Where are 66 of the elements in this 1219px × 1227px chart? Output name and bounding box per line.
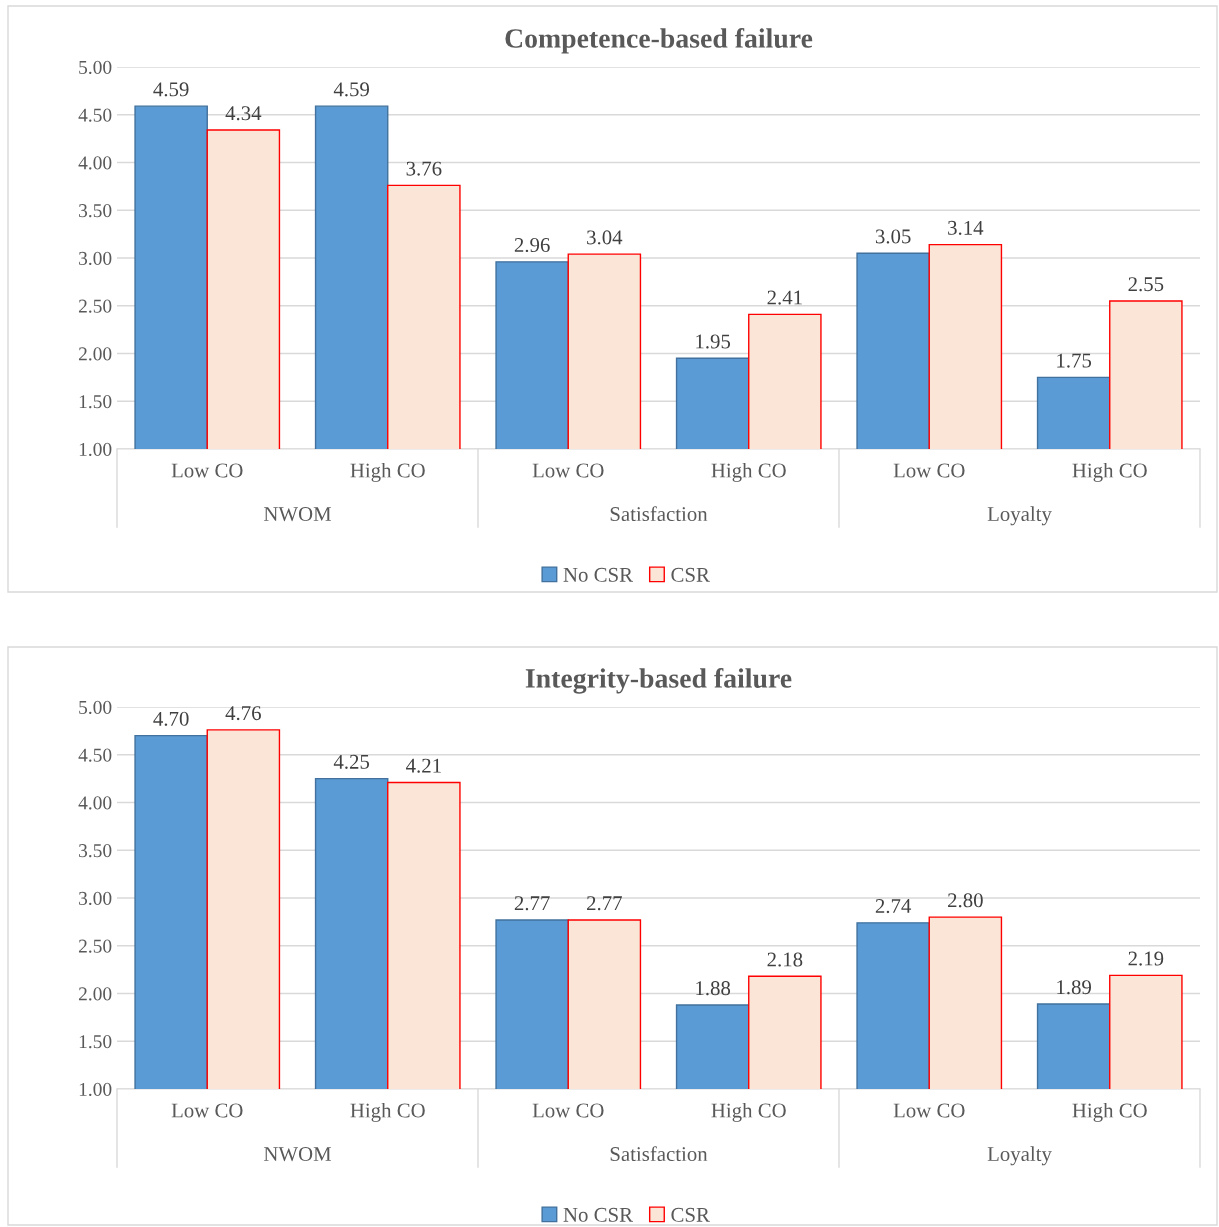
data-label: 1.75 (1057, 353, 1092, 368)
y-tick-label: 3.00 (79, 891, 112, 906)
x-tick-label: Low CO (532, 463, 604, 478)
y-tick-label: 4.00 (78, 156, 112, 170)
data-label: 2.55 (1128, 277, 1164, 292)
y-tick-label: 3.50 (79, 204, 112, 218)
x-tick-label: Low CO (171, 463, 243, 478)
x-tick-label: High CO (350, 462, 425, 482)
y-tick-label: 1.00 (79, 1082, 112, 1097)
data-label: 4.59 (333, 82, 370, 97)
x-tick-label: High CO (1072, 462, 1147, 482)
x-tick-label: Low CO (893, 1103, 965, 1118)
y-tick-label: 2.50 (78, 939, 112, 953)
text: NWOM (263, 1147, 332, 1162)
x-tick-label: Low CO (893, 463, 965, 478)
y-tick-label: 5.00 (79, 700, 112, 715)
legend-label: CSR (671, 567, 710, 582)
data-label: 4.21 (406, 758, 441, 773)
y-tick-label: 4.50 (78, 108, 112, 122)
data-label: 4.70 (153, 711, 189, 726)
data-label: 2.96 (514, 238, 550, 253)
x-tick-label: Low CO (171, 1103, 243, 1118)
data-label: 2.80 (948, 893, 983, 908)
y-tick-label: 4.00 (78, 796, 112, 810)
text: Satisfaction (610, 506, 708, 522)
x-tick-label: High CO (350, 1102, 425, 1122)
text: Loyalty (987, 506, 1052, 526)
data-label: 1.95 (696, 334, 731, 349)
data-label: 4.34 (225, 106, 262, 121)
y-tick-label: 1.00 (79, 442, 112, 457)
data-label: 1.89 (1057, 980, 1092, 995)
data-label: 3.14 (948, 220, 984, 235)
data-label: 3.76 (406, 161, 442, 176)
y-tick-label: 2.50 (78, 299, 112, 313)
x-tick-label: Low CO (532, 1103, 604, 1118)
y-tick-label: 5.00 (79, 60, 112, 75)
x-tick-label: High CO (711, 1102, 786, 1122)
y-tick-label: 1.50 (79, 1035, 112, 1049)
y-tick-label: 3.00 (79, 251, 112, 266)
data-label: 2.77 (514, 896, 550, 911)
data-label: 1.88 (696, 981, 731, 996)
data-label: 2.41 (767, 290, 802, 305)
y-tick-label: 3.50 (79, 844, 112, 858)
data-label: 2.19 (1128, 951, 1164, 966)
text: NWOM (263, 507, 332, 522)
data-label: 2.77 (587, 896, 622, 911)
y-tick-label: 4.50 (78, 748, 112, 762)
legend-label: No CSR (563, 567, 633, 582)
y-tick-label: 2.00 (78, 987, 112, 1001)
data-label: 4.76 (225, 706, 261, 721)
text: Satisfaction (610, 1146, 708, 1162)
data-label: 3.05 (875, 229, 911, 244)
chart-title: Competence-based failure (505, 28, 813, 54)
data-label: 3.04 (587, 230, 623, 245)
data-label: 2.74 (875, 899, 912, 914)
legend-label: CSR (671, 1207, 710, 1222)
y-tick-label: 1.50 (79, 395, 112, 409)
x-tick-label: High CO (711, 462, 786, 482)
data-label: 4.59 (153, 82, 189, 97)
data-label: 2.18 (767, 952, 803, 967)
text: Loyalty (987, 1146, 1052, 1166)
x-tick-label: High CO (1072, 1102, 1147, 1122)
y-tick-label: 2.00 (78, 347, 112, 361)
legend-label: No CSR (563, 1207, 633, 1222)
data-label: 4.25 (333, 754, 370, 769)
chart-title: Integrity-based failure (525, 668, 792, 694)
